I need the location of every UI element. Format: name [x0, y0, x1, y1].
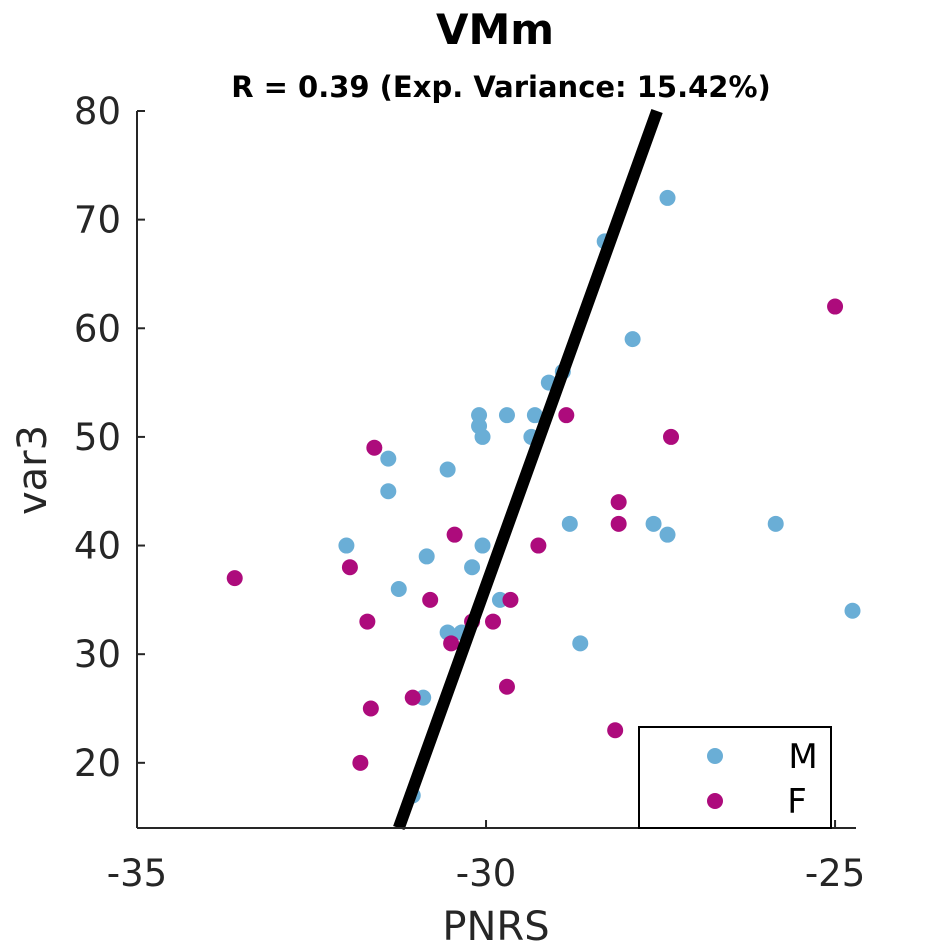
- data-point-f: [352, 754, 369, 771]
- data-point-m: [474, 537, 491, 554]
- y-tick-label: 30: [74, 633, 121, 676]
- data-point-f: [607, 722, 624, 739]
- chart-title: VMm: [436, 5, 554, 54]
- data-point-f: [446, 526, 463, 543]
- data-point-m: [380, 450, 397, 467]
- data-point-f: [530, 537, 547, 554]
- data-points: [226, 189, 861, 804]
- data-point-m: [645, 515, 662, 532]
- data-point-m: [526, 407, 543, 424]
- data-point-f: [404, 689, 421, 706]
- legend-marker-m: [707, 748, 723, 764]
- legend-label-f: F: [787, 782, 807, 822]
- x-tick-label: -25: [805, 852, 865, 895]
- y-tick-label: 40: [74, 525, 121, 568]
- data-point-m: [659, 189, 676, 206]
- data-point-f: [422, 591, 439, 608]
- legend-label-m: M: [788, 737, 817, 777]
- y-tick-label: 60: [74, 307, 121, 350]
- y-axis-label: var3: [10, 425, 56, 515]
- data-point-f: [366, 439, 383, 456]
- data-point-f: [610, 515, 627, 532]
- data-point-m: [498, 407, 515, 424]
- data-point-m: [418, 548, 435, 565]
- regression-line-group: [393, 108, 663, 831]
- data-point-m: [767, 515, 784, 532]
- data-point-m: [844, 602, 861, 619]
- data-point-f: [558, 407, 575, 424]
- data-point-f: [443, 635, 460, 652]
- legend: M F: [638, 726, 832, 829]
- x-axis-label: PNRS: [442, 904, 549, 945]
- data-point-m: [338, 537, 355, 554]
- y-tick-label: 20: [74, 742, 121, 785]
- regression-line: [393, 108, 663, 831]
- data-point-m: [561, 515, 578, 532]
- data-point-f: [485, 613, 502, 630]
- y-tick-label: 70: [74, 199, 121, 242]
- data-point-f: [362, 700, 379, 717]
- data-point-f: [226, 570, 243, 587]
- data-point-m: [439, 461, 456, 478]
- x-tick-label: -35: [107, 852, 167, 895]
- x-tick-label: -30: [456, 852, 516, 895]
- data-point-m: [380, 483, 397, 500]
- data-point-f: [498, 678, 515, 695]
- y-tick-label: 80: [74, 90, 121, 133]
- data-point-m: [659, 526, 676, 543]
- data-point-f: [663, 428, 680, 445]
- data-point-f: [341, 559, 358, 576]
- data-point-m: [464, 559, 481, 576]
- legend-marker-f: [707, 793, 723, 809]
- axis-ticks: -35 -30 -25 20 30 40 50 60 70 80: [74, 90, 865, 895]
- data-point-f: [502, 591, 519, 608]
- data-point-m: [624, 331, 641, 348]
- legend-box: [638, 726, 832, 829]
- data-point-m: [474, 428, 491, 445]
- data-point-m: [390, 581, 407, 597]
- data-point-m: [572, 635, 589, 652]
- y-tick-label: 50: [74, 416, 121, 459]
- data-point-f: [359, 613, 376, 630]
- data-point-f: [827, 298, 844, 315]
- data-point-f: [610, 494, 627, 511]
- chart-subtitle: R = 0.39 (Exp. Variance: 15.42%): [231, 70, 771, 104]
